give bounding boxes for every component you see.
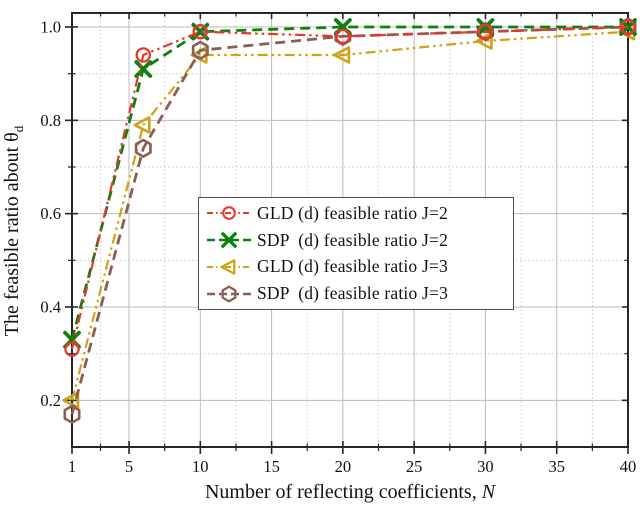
x-tick-label: 25 — [406, 457, 423, 476]
axes: 1 5 10 15 20 25 30 35 400.20.40.60.81.0 — [40, 12, 637, 476]
legend-sample-x — [207, 232, 251, 248]
marker-circle — [64, 341, 80, 357]
x-tick-label: 5 — [125, 457, 133, 476]
x-axis-title-text: Number of reflecting coefficients, — [204, 481, 482, 503]
marker-triangle-left — [62, 391, 80, 410]
y-tick-label: 0.2 — [40, 391, 61, 410]
marker-triangle-left — [220, 259, 236, 275]
legend-row: GLD (d) feasible ratio J=3 — [206, 254, 507, 281]
y-tick-label: 0.6 — [40, 204, 61, 223]
legend-row: SDP (d) feasible ratio J=3 — [206, 280, 507, 307]
x-tick-label: 30 — [477, 457, 494, 476]
x-tick-label: 20 — [335, 457, 352, 476]
series-line — [70, 25, 628, 341]
x-axis-title: Number of reflecting coefficients, N — [72, 481, 628, 504]
y-axis-title-text: The feasible ratio about θ — [1, 132, 23, 337]
marker-circle — [335, 28, 351, 45]
y-tick-label: 0.8 — [40, 111, 61, 130]
series-line — [70, 25, 629, 350]
x-tick-label: 40 — [620, 457, 637, 476]
series-line — [70, 25, 629, 415]
marker-circle — [135, 47, 152, 63]
x-tick-label: 1 — [68, 457, 76, 476]
y-tick-label: 1.0 — [40, 18, 61, 37]
x-axis-title-variable: N — [481, 481, 496, 503]
legend-label: GLD (d) feasible ratio J=3 — [257, 256, 448, 277]
legend-sample-triangle-left — [207, 259, 251, 275]
marker-hexagon — [221, 285, 237, 303]
legend-row: GLD (d) feasible ratio J=2 — [206, 200, 507, 227]
series-circle — [64, 19, 636, 357]
legend-sample-circle — [207, 206, 251, 221]
marker-circle — [620, 19, 636, 35]
plot-border — [71, 12, 629, 448]
marker-x — [134, 60, 153, 78]
marker-triangle-left — [333, 46, 351, 64]
marker-hexagon — [134, 138, 152, 158]
legend: GLD (d) feasible ratio J=2 SDP (d) feasib… — [198, 197, 514, 310]
legend-label: GLD (d) feasible ratio J=2 — [257, 202, 448, 223]
series-line — [70, 30, 629, 401]
marker-circle — [222, 206, 236, 221]
series-triangle-left — [62, 22, 636, 410]
marker-circle — [477, 23, 494, 40]
marker-hexagon — [63, 404, 81, 424]
y-axis-title-subscript: d — [11, 125, 26, 133]
legend-label: SDP (d) feasible ratio J=2 — [257, 229, 449, 250]
marker-hexagon — [191, 40, 209, 60]
y-axis-title: The feasible ratio about θd — [1, 81, 27, 381]
marker-x — [476, 18, 495, 36]
y-tick-label: 0.4 — [40, 298, 61, 317]
marker-triangle-left — [133, 116, 151, 134]
legend-label: SDP (d) feasible ratio J=3 — [257, 283, 449, 304]
legend-row: SDP (d) feasible ratio J=2 — [206, 227, 507, 254]
x-tick-label: 35 — [548, 457, 565, 476]
marker-hexagon — [619, 17, 637, 37]
marker-x — [221, 232, 237, 248]
x-tick-label: 10 — [192, 457, 209, 476]
x-tick-label: 15 — [263, 457, 280, 476]
legend-sample-hexagon — [207, 285, 251, 303]
marker-circle — [192, 23, 209, 40]
